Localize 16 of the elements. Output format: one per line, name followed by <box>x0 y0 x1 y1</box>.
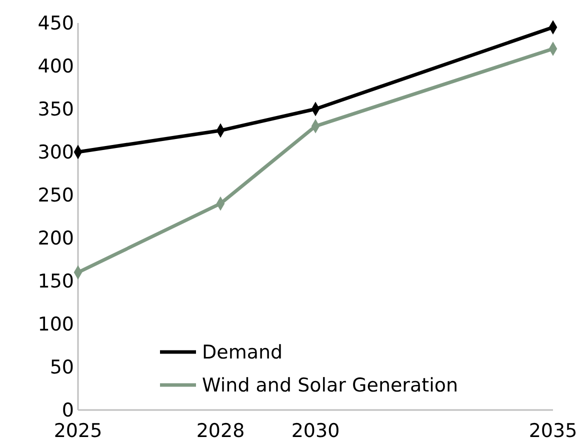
y-tick-label: 200 <box>38 228 74 250</box>
y-tick-label: 450 <box>38 12 74 35</box>
legend-label: Wind and Solar Generation <box>202 374 458 397</box>
x-tick-label: 2025 <box>54 420 102 442</box>
y-tick-label: 150 <box>38 270 74 293</box>
y-tick-label: 100 <box>38 314 74 336</box>
x-tick-label: 2035 <box>528 420 578 442</box>
legend-label: Demand <box>202 342 283 364</box>
y-tick-label: 350 <box>38 98 74 121</box>
y-tick-label: 50 <box>50 356 74 379</box>
x-tick-label: 2028 <box>196 420 245 442</box>
y-tick-label: 0 <box>62 400 74 422</box>
y-tick-label: 250 <box>38 184 74 207</box>
y-tick-label: 300 <box>38 142 74 164</box>
y-tick-label: 400 <box>38 56 74 78</box>
x-tick-label: 2030 <box>291 420 340 442</box>
